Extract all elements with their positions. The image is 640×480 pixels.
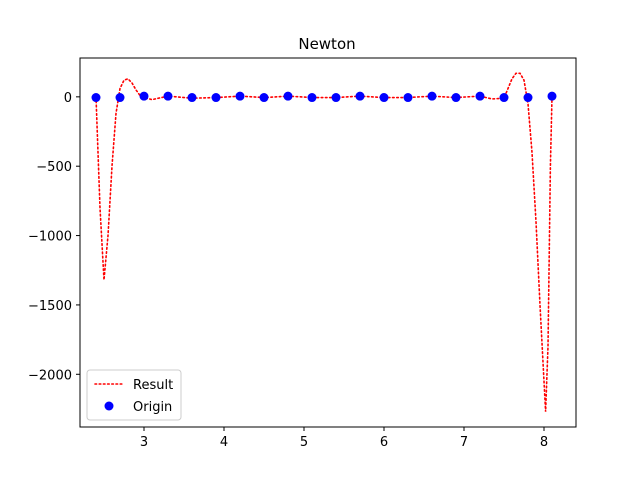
- chart-title: Newton: [298, 35, 355, 53]
- x-axis: 3 4 5 6 7 8: [140, 427, 548, 450]
- legend-label-origin: Origin: [133, 400, 172, 415]
- plot-area: [91, 72, 557, 412]
- y-tick-label: −500: [36, 160, 72, 175]
- data-point-origin: [283, 91, 293, 101]
- x-tick-label: 6: [380, 435, 388, 450]
- data-point-origin: [499, 93, 509, 103]
- data-point-origin: [523, 93, 533, 103]
- data-point-origin: [187, 93, 197, 103]
- x-tick-label: 4: [220, 435, 228, 450]
- legend-swatch-origin: [104, 401, 114, 411]
- data-point-origin: [259, 93, 269, 103]
- data-point-origin: [91, 93, 101, 103]
- data-point-origin: [307, 93, 317, 103]
- data-point-origin: [403, 93, 413, 103]
- data-point-origin: [211, 93, 221, 103]
- axes-frame: [79, 57, 577, 428]
- y-axis: 0 −500 −1000 −1500 −2000: [28, 91, 80, 383]
- data-point-origin: [475, 91, 485, 101]
- x-tick-label: 3: [140, 435, 148, 450]
- data-point-origin: [451, 93, 461, 103]
- data-point-origin: [427, 91, 437, 101]
- y-tick-label: −1500: [28, 299, 72, 314]
- data-point-origin: [379, 93, 389, 103]
- data-point-origin: [115, 93, 125, 103]
- data-point-origin: [235, 91, 245, 101]
- legend-label-result: Result: [133, 378, 173, 393]
- x-tick-label: 8: [540, 435, 548, 450]
- y-tick-label: 0: [64, 91, 72, 106]
- legend: Result Origin: [86, 369, 182, 421]
- data-point-origin: [547, 91, 557, 101]
- y-tick-label: −1000: [28, 230, 72, 245]
- y-tick-label: −2000: [28, 368, 72, 383]
- x-tick-label: 5: [300, 435, 308, 450]
- data-point-origin: [355, 91, 365, 101]
- data-point-origin: [163, 91, 173, 101]
- x-tick-label: 7: [460, 435, 468, 450]
- series-line-result: [95, 72, 553, 412]
- data-point-origin: [331, 93, 341, 103]
- data-point-origin: [139, 91, 149, 101]
